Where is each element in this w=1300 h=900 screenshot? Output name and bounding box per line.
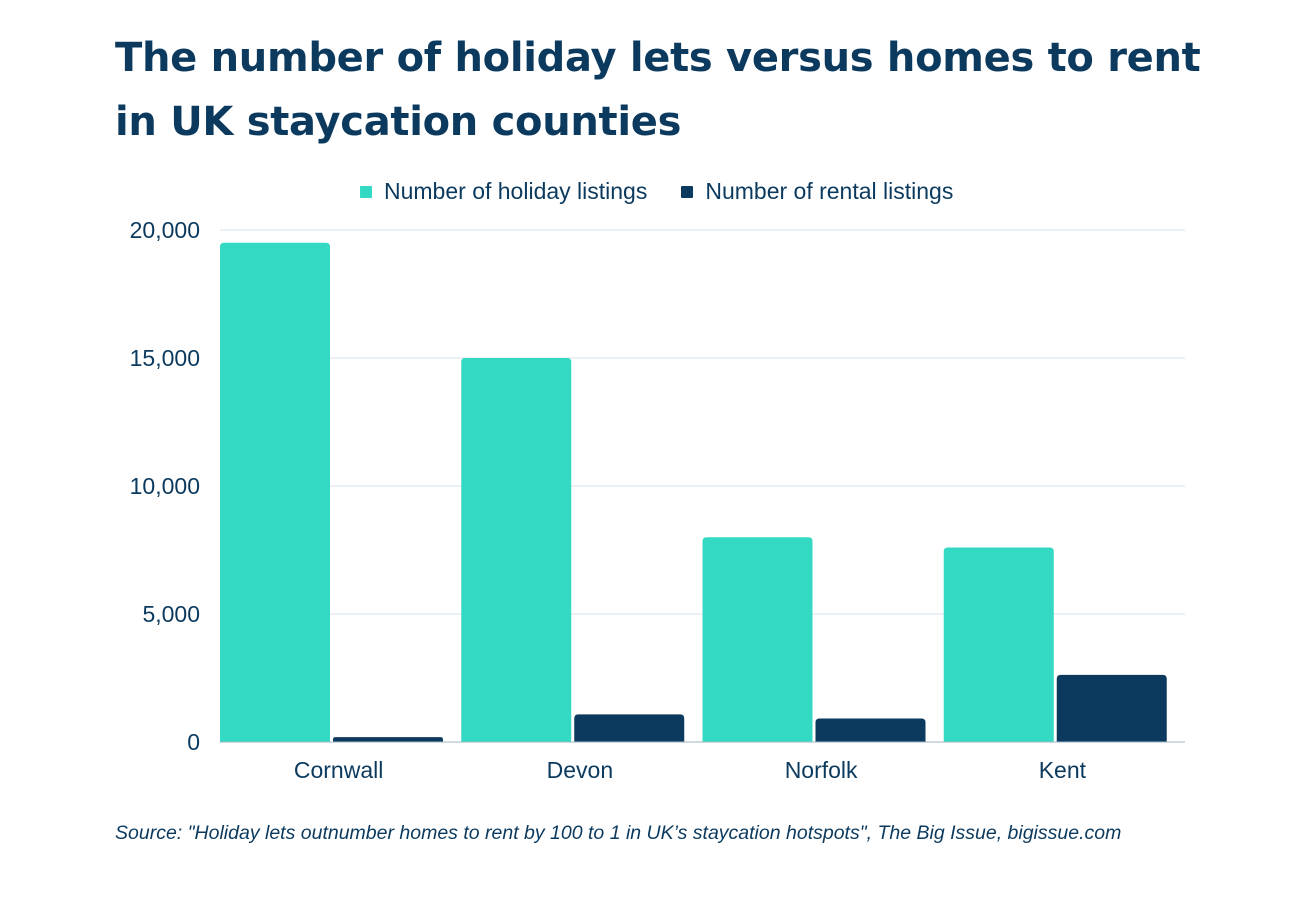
- bar-rental-listings: [333, 737, 443, 742]
- y-tick-label: 10,000: [130, 473, 200, 499]
- x-tick-label: Devon: [547, 757, 613, 783]
- y-tick-label: 0: [187, 729, 200, 755]
- y-tick-label: 20,000: [130, 217, 200, 243]
- legend-swatch-rental: [681, 185, 694, 198]
- bar-holiday-listings: [220, 242, 330, 743]
- y-tick-label: 15,000: [130, 345, 200, 371]
- x-tick-label: Kent: [1039, 757, 1087, 783]
- source-note: Source: "Holiday lets outnumber homes to…: [115, 822, 1122, 844]
- x-tick-label: Cornwall: [294, 757, 383, 783]
- chart-legend: Number of holiday listings Number of ren…: [360, 178, 987, 205]
- legend-swatch-holiday: [360, 185, 372, 198]
- legend-label-holiday: Number of holiday listings: [384, 178, 648, 204]
- y-tick-label: 5,000: [142, 601, 200, 627]
- bar-rental-listings: [1056, 674, 1167, 742]
- bar-holiday-listings: [461, 358, 572, 742]
- legend-item-rental: Number of rental listings: [681, 178, 953, 205]
- legend-item-holiday: Number of holiday listings: [360, 178, 647, 205]
- bar-rental-listings: [574, 714, 685, 742]
- bar-holiday-listings: [943, 547, 1054, 742]
- chart-title: The number of holiday lets versus homes …: [115, 35, 1201, 145]
- legend-label-rental: Number of rental listings: [705, 178, 954, 204]
- bar-holiday-listings: [702, 537, 813, 742]
- bar-rental-listings: [815, 718, 926, 742]
- x-tick-label: Norfolk: [785, 757, 858, 783]
